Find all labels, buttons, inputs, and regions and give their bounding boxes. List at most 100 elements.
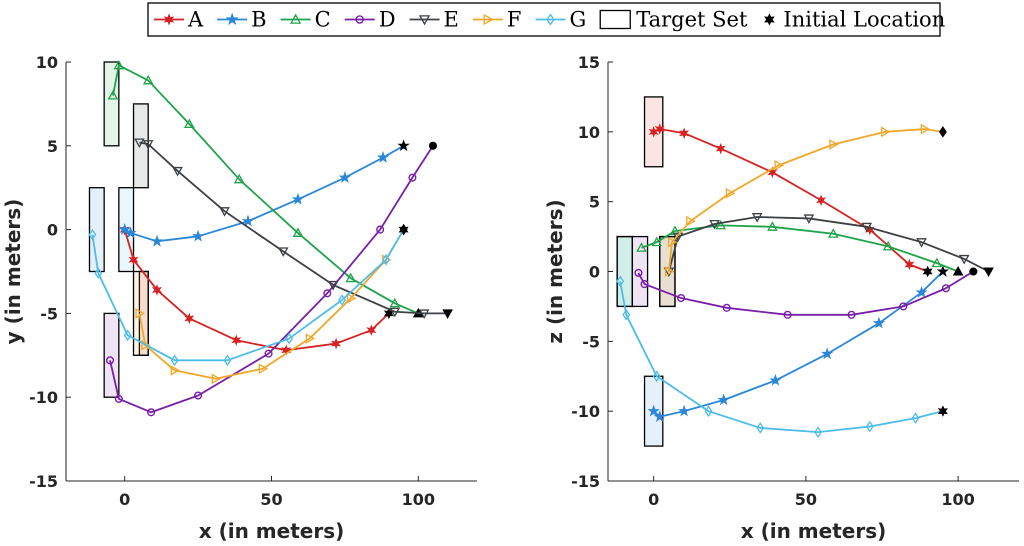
series-line-G [91, 229, 405, 362]
data-point-C [113, 59, 125, 70]
data-point-B [338, 171, 352, 183]
y-tick-label: -10 [571, 402, 600, 421]
data-point-B [647, 404, 660, 417]
data-point-F [667, 236, 678, 248]
series-A [119, 223, 394, 357]
x-tick-label: 0 [119, 490, 130, 509]
y-tick-label: -5 [582, 332, 600, 351]
data-point-F [829, 139, 839, 150]
data-point-C [882, 240, 894, 251]
data-point-D [640, 280, 649, 289]
data-point-C [827, 228, 839, 238]
legend-marker-A [163, 13, 175, 26]
data-point-B [717, 393, 730, 406]
initial-location-D [969, 267, 978, 276]
x-tick-label: 100 [941, 490, 974, 509]
initial-location-C [952, 265, 964, 276]
y-tick-label: 0 [47, 221, 58, 240]
data-point-D [323, 289, 332, 298]
data-point-A [679, 127, 690, 139]
data-point-G [704, 405, 713, 417]
legend-marker-E [418, 15, 431, 26]
data-point-A [231, 334, 242, 346]
data-point-D [634, 268, 643, 277]
series-line-F [138, 229, 405, 380]
initial-location-E [442, 309, 453, 319]
data-point-B [191, 229, 205, 242]
data-point-G [756, 422, 765, 434]
initial-location-D [428, 141, 438, 150]
series-D [634, 267, 978, 319]
target-set-F [132, 270, 149, 356]
legend-label-C: C [315, 8, 331, 32]
legend-entry-E: E [409, 8, 459, 32]
data-point-F [135, 308, 145, 319]
data-point-C [651, 236, 663, 247]
data-point-G [622, 309, 631, 321]
y-axis-label: z (in meters) [543, 199, 567, 343]
data-point-C [107, 89, 119, 100]
data-point-B [872, 316, 886, 329]
y-tick-label: 10 [36, 53, 58, 72]
data-point-E [389, 307, 401, 318]
data-point-D [941, 284, 950, 293]
data-point-G [285, 332, 294, 345]
series-E [134, 138, 453, 319]
data-point-E [172, 166, 183, 177]
y-tick-label: 15 [578, 53, 600, 72]
data-point-F [141, 339, 151, 351]
data-point-B [915, 285, 928, 298]
legend-label-B: B [251, 8, 266, 32]
series-line-G [619, 281, 944, 434]
series-line-B [653, 270, 944, 418]
legend-label-D: D [379, 8, 396, 32]
data-point-G [865, 420, 874, 433]
series-C [107, 59, 424, 318]
data-point-G [223, 354, 232, 367]
initial-location-B [397, 139, 410, 152]
series-line-E [668, 216, 989, 273]
series-G [88, 223, 409, 367]
data-point-G [338, 294, 346, 306]
y-tick-label: 0 [589, 263, 600, 282]
y-tick-label: 5 [47, 137, 58, 156]
legend-label-target-set: Target Set [636, 8, 748, 32]
data-point-D [847, 310, 856, 319]
legend-marker-D [355, 15, 364, 24]
data-point-F [170, 365, 181, 376]
data-point-A [331, 337, 342, 350]
data-point-C [233, 173, 245, 184]
series-line-E [139, 141, 448, 315]
x-tick-label: 50 [260, 490, 282, 509]
data-point-E [709, 220, 720, 230]
initial-location-G [398, 223, 409, 236]
data-point-C [767, 221, 778, 231]
data-point-E [134, 138, 145, 148]
data-point-C [931, 257, 943, 268]
data-point-A [152, 284, 162, 296]
data-point-F [664, 266, 675, 277]
data-point-G [88, 228, 97, 241]
data-point-G [814, 426, 823, 438]
legend-label-E: E [444, 8, 459, 32]
initial-location-G [937, 405, 948, 417]
plot-panel-1: 0 50 100 -15 -10 -5 0 5 10 x (in meters) y (in met… [1, 53, 477, 543]
data-point-A [654, 123, 665, 135]
legend-label-A: A [187, 8, 204, 32]
data-point-E [219, 207, 230, 217]
target-set-G [616, 235, 634, 308]
series-B [118, 139, 410, 247]
initial-location-E [983, 267, 994, 278]
data-point-B [291, 192, 305, 205]
data-point-C [142, 74, 154, 85]
target-set-D [103, 312, 120, 398]
legend-label-G: G [569, 8, 586, 32]
series-line-D [637, 270, 974, 316]
data-point-F [920, 123, 931, 135]
data-point-B [769, 373, 782, 386]
data-point-D [194, 391, 203, 400]
data-point-E [327, 280, 339, 291]
data-point-E [751, 213, 763, 223]
y-axis-label: y (in meters) [1, 199, 25, 345]
series-line-C [641, 224, 959, 273]
